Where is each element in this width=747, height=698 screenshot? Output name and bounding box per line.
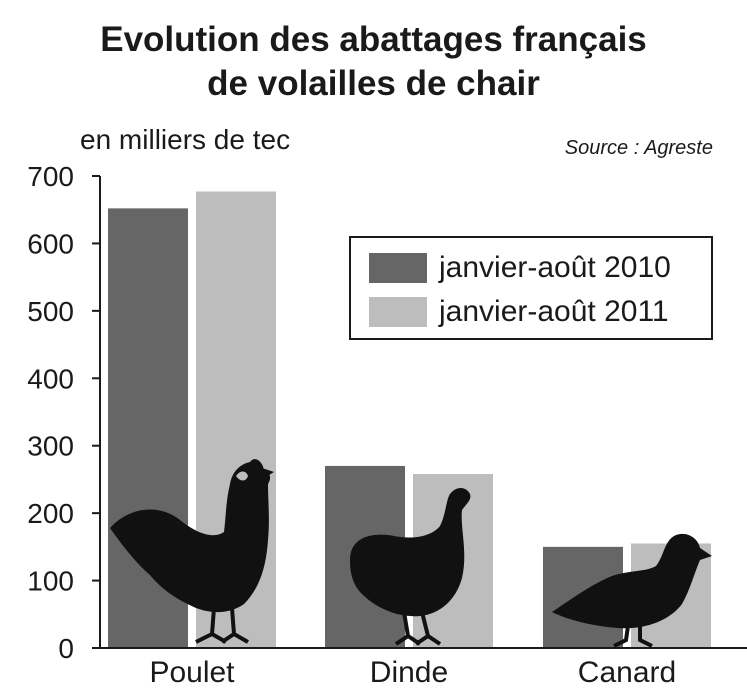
y-tick-label-300: 300 xyxy=(27,431,74,462)
chart-title-line-1: Evolution des abattages français xyxy=(100,20,647,59)
icons-group xyxy=(110,459,712,648)
duck-icon xyxy=(552,533,712,648)
legend-item-2011: janvier-août 2011 xyxy=(369,292,669,332)
y-tick-label-400: 400 xyxy=(27,363,74,394)
rooster-icon xyxy=(110,459,274,644)
y-axis-unit-label: en milliers de tec xyxy=(80,124,291,155)
legend-swatch-2010 xyxy=(369,253,427,283)
y-tick-label-0: 0 xyxy=(58,633,74,664)
y-tick-label-100: 100 xyxy=(27,566,74,597)
category-label-canard: Canard xyxy=(578,656,676,689)
legend-label-2010: janvier-août 2010 xyxy=(439,251,671,284)
y-tick-label-200: 200 xyxy=(27,498,74,529)
chart-title-line-2: de volailles de chair xyxy=(207,64,540,103)
turkey-icon xyxy=(350,488,471,646)
category-label-dinde: Dinde xyxy=(370,656,448,689)
chart-title: Evolution des abattages français de vola… xyxy=(0,18,747,106)
legend-swatch-2011 xyxy=(369,297,427,327)
y-tick-label-700: 700 xyxy=(27,161,74,192)
y-tick-label-500: 500 xyxy=(27,296,74,327)
legend-label-2011: janvier-août 2011 xyxy=(439,295,669,328)
source-note: Source : Agreste xyxy=(564,137,713,159)
category-label-poulet: Poulet xyxy=(149,656,235,689)
y-tick-label-600: 600 xyxy=(27,228,74,259)
legend-item-2010: janvier-août 2010 xyxy=(369,248,671,288)
axes-group: Poulet Dinde Canard 0 100 200 300 400 500 600 700 xyxy=(27,161,747,689)
legend: janvier-août 2010 janvier-août 2011 xyxy=(349,236,713,340)
